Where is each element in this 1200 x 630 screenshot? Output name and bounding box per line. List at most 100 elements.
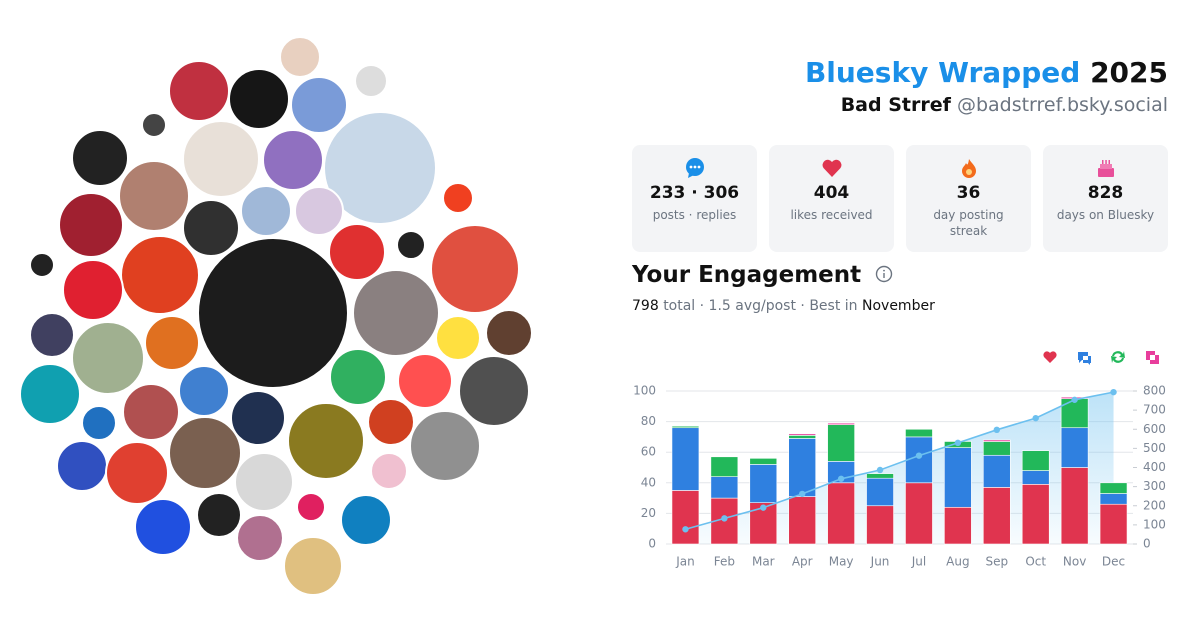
stat-value: 36 [956, 183, 981, 203]
stat-label: likes received [790, 208, 873, 222]
x-tick-label: Apr [792, 555, 813, 569]
bar-segment [749, 464, 778, 503]
y-tick-label: 80 [641, 414, 656, 428]
bar-segment [866, 477, 894, 507]
avatar [71, 321, 145, 395]
bar-segment [671, 490, 700, 545]
app-title: Bluesky Wrapped [804, 56, 1081, 89]
section-title: Your Engagement [632, 262, 893, 288]
avatar [367, 398, 415, 446]
summary-text: total · 1.5 avg/post · Best in [663, 298, 858, 314]
avatar [168, 416, 242, 490]
x-tick-label: Dec [1102, 555, 1125, 569]
y-tick-label: 60 [641, 445, 656, 459]
x-tick-label: Oct [1025, 555, 1046, 569]
avatar [197, 237, 349, 389]
bar-segment [944, 506, 972, 545]
line-point [682, 526, 689, 533]
avatar [328, 223, 386, 281]
avatar [435, 315, 481, 361]
avatar [352, 269, 440, 357]
avatar [485, 309, 533, 357]
legend-icon [1111, 351, 1125, 363]
avatar [287, 402, 365, 480]
bar-segment [710, 456, 739, 477]
bar-segment [1099, 503, 1128, 545]
avatar [240, 185, 292, 237]
x-tick-label: Jul [911, 555, 926, 569]
avatar [58, 192, 124, 258]
avatar [182, 199, 240, 257]
avatar [141, 112, 167, 138]
line-point [1071, 396, 1078, 403]
stat-card: 233 · 306 posts · replies [632, 145, 757, 252]
y2-tick-label: 500 [1143, 441, 1166, 455]
bar-segment [710, 476, 739, 499]
y2-tick-label: 300 [1143, 479, 1166, 493]
line-point [1110, 388, 1117, 396]
bar-segment [1021, 484, 1050, 545]
avatar [283, 536, 343, 596]
avatar [134, 498, 192, 556]
bar-segment [1021, 470, 1050, 485]
legend-icon [1078, 352, 1091, 365]
y-tick-label: 20 [641, 506, 656, 520]
bar-segment [1060, 467, 1089, 545]
y-tick-label: 0 [648, 537, 656, 551]
user-handle: @badstrref.bsky.social [956, 94, 1168, 116]
bar-segment [788, 433, 817, 436]
stat-icon [1097, 160, 1114, 177]
bar-segment [788, 435, 817, 439]
stat-card: 828 days on Bluesky [1043, 145, 1168, 252]
bar-segment [905, 428, 933, 438]
avatar [354, 64, 388, 98]
line-point [837, 475, 845, 482]
x-tick-label: Sep [985, 555, 1008, 569]
avatar [236, 514, 284, 562]
bar-segment [982, 441, 1011, 456]
bar-segment [788, 438, 817, 497]
avatar [430, 224, 520, 314]
stat-icon [685, 158, 704, 178]
avatar [397, 353, 453, 409]
avatar [329, 348, 387, 406]
bar-segment [1021, 450, 1050, 471]
avatar [19, 363, 81, 425]
line-point [1032, 414, 1039, 422]
avatar [290, 76, 348, 134]
avatar [62, 259, 124, 321]
bar-segment [827, 422, 855, 425]
avatar [56, 440, 108, 492]
bar-segment [827, 424, 855, 462]
avatar [296, 492, 326, 522]
avatar [182, 120, 260, 198]
avatar [234, 452, 294, 512]
stat-card: 36 day posting streak [906, 145, 1031, 252]
bar-segment [1060, 427, 1089, 468]
title: Bluesky Wrapped 2025 [805, 56, 1168, 89]
avatar [29, 252, 55, 278]
bar-segment [905, 482, 933, 545]
x-tick-label: Jan [675, 555, 695, 569]
line [685, 391, 1114, 531]
avatar [196, 492, 242, 538]
bar-segment [671, 427, 700, 491]
line-point [721, 515, 728, 522]
y2-tick-label: 0 [1143, 537, 1151, 551]
stat-value: 404 [813, 183, 850, 203]
bar-segment [1060, 398, 1089, 429]
line-point [799, 490, 806, 498]
avatar [396, 230, 426, 260]
info-icon[interactable] [875, 265, 893, 283]
avatar [118, 160, 190, 232]
avatar [105, 441, 169, 505]
bar-segment [982, 454, 1011, 488]
user-name: Bad Strref [840, 94, 951, 116]
x-tick-label: Aug [946, 555, 969, 569]
bar-segment [944, 447, 972, 508]
legend-icon [1146, 351, 1159, 364]
y2-tick-label: 200 [1143, 498, 1166, 512]
line-point [954, 439, 962, 447]
y2-tick-label: 700 [1143, 403, 1166, 417]
